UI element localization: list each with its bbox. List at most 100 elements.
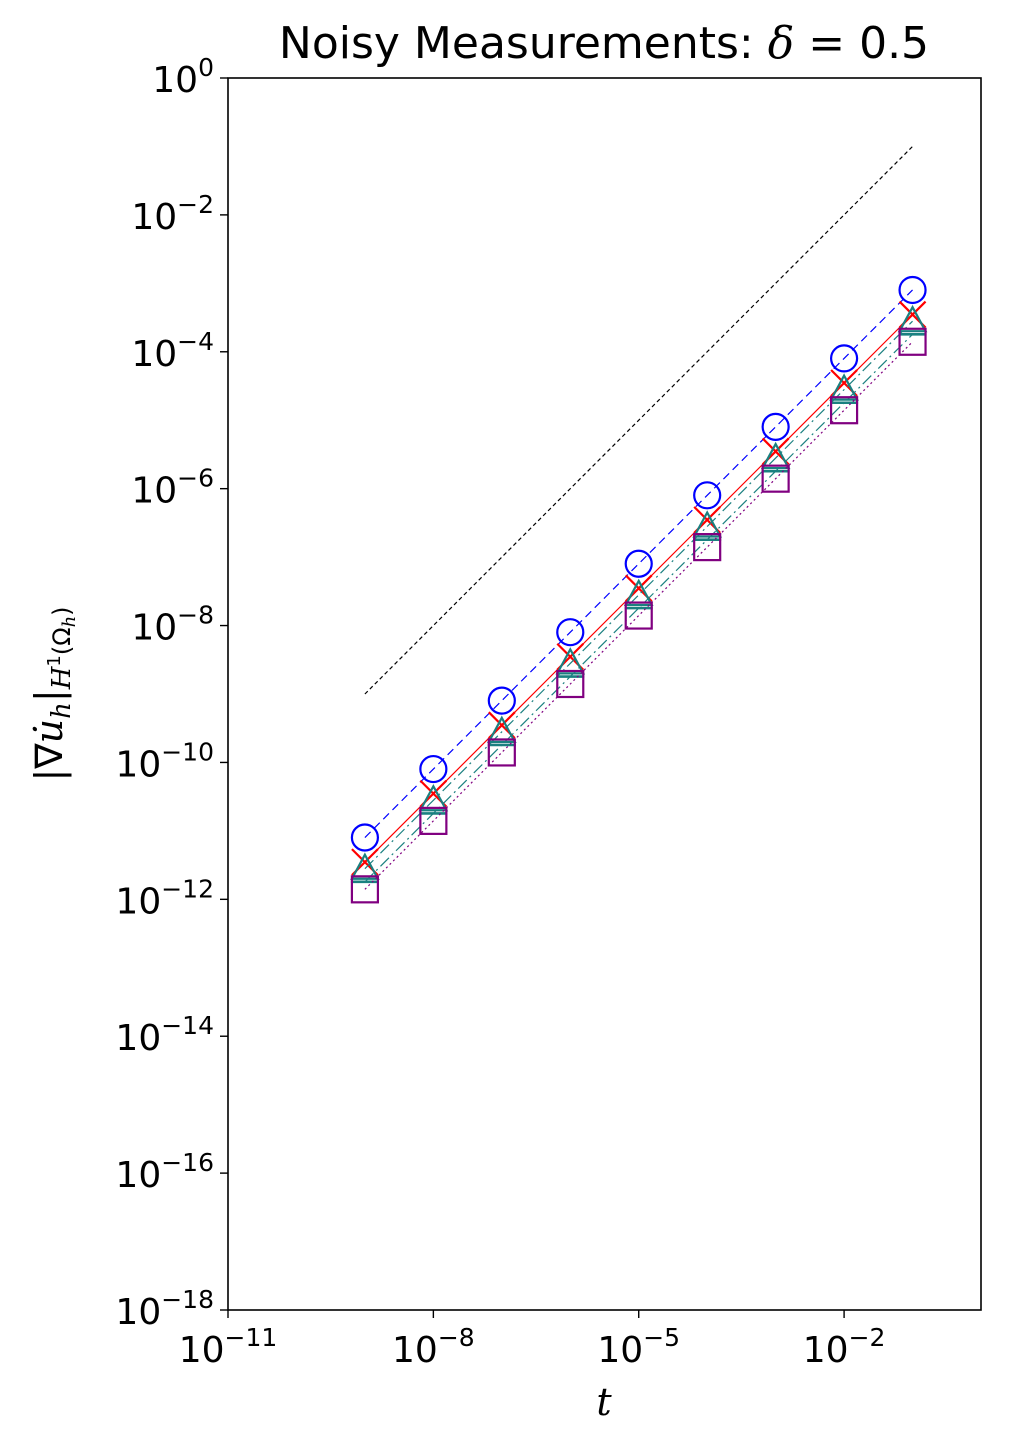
triangle-marker	[829, 373, 859, 401]
series-1-marker-circle	[693, 481, 722, 510]
y-tick-base: 10	[115, 881, 161, 922]
series-5-marker-square	[898, 327, 927, 356]
triangle-marker	[486, 715, 517, 743]
triangle-marker	[692, 510, 723, 538]
series-5-marker-square	[350, 875, 380, 904]
y-tick-label: 10−10	[115, 737, 214, 785]
square-marker	[898, 327, 927, 356]
y-axis-label-text: |∇u̇h|H1(Ωh)	[27, 606, 80, 781]
y-tick-exponent: −8	[177, 601, 214, 630]
plot-frame	[227, 77, 982, 1311]
x-axis-ticks: 10−11 10−8 10−5 10−2	[179, 1310, 886, 1371]
x-tick-base: 10	[597, 1330, 643, 1371]
plot-area	[227, 77, 982, 1311]
square-marker	[419, 806, 448, 835]
x-tick-exponent: −11	[225, 1323, 278, 1352]
series-3-marker-triangle	[897, 304, 928, 333]
y-tick-label: 10−12	[115, 874, 214, 922]
x-axis-label: t	[596, 1380, 612, 1424]
series-4-line	[364, 333, 913, 883]
y-axis-label: |∇u̇h|H1(Ωh)	[27, 606, 80, 781]
series-5-marker-square	[419, 806, 448, 835]
y-tick-label: 10−8	[131, 601, 214, 649]
title-prefix: Noisy Measurements:	[279, 18, 768, 69]
y-tick-exponent: −16	[161, 1148, 214, 1177]
y-tick-base: 10	[152, 60, 198, 101]
square-marker	[829, 396, 859, 425]
x-tick-label: 10−2	[803, 1323, 886, 1371]
square-marker	[556, 669, 585, 699]
series-1-marker-circle	[829, 344, 859, 373]
series-1-line	[364, 289, 913, 838]
y-tick-label: 10−4	[131, 327, 214, 375]
y-tick-exponent: −14	[161, 1011, 214, 1040]
y-tick-base: 10	[115, 1155, 161, 1196]
triangle-marker	[897, 304, 928, 333]
series-5-marker-square	[761, 464, 790, 493]
series-1-marker-circle	[761, 412, 790, 441]
circle-marker	[898, 275, 927, 305]
x-tick-label: 10−5	[597, 1323, 680, 1371]
series-3-marker-triangle	[418, 783, 449, 812]
y-tick-base: 10	[131, 334, 177, 375]
triangle-marker	[418, 783, 449, 812]
series-5-marker-square	[693, 533, 722, 562]
circle-marker	[761, 412, 790, 441]
circle-marker	[487, 686, 516, 715]
series-5-marker-square	[829, 396, 859, 425]
x-tick-base: 10	[392, 1330, 438, 1371]
triangle-marker	[760, 441, 791, 470]
x-tick-exponent: −8	[438, 1323, 475, 1352]
y-axis-ticks: 10010−210−410−610−810−1010−1210−1410−161…	[115, 53, 228, 1333]
series-1-marker-circle	[487, 686, 516, 715]
series-3-marker-triangle	[829, 373, 859, 401]
square-marker	[350, 875, 380, 904]
y-tick-exponent: −18	[161, 1285, 214, 1314]
series-3-marker-triangle	[486, 715, 517, 743]
series-3-line	[364, 320, 913, 870]
x-tick-label: 10−8	[392, 1323, 475, 1371]
title-suffix: = 0.5	[794, 18, 929, 69]
y-tick-label: 100	[152, 53, 214, 101]
triangle-marker	[555, 647, 586, 675]
circle-marker	[419, 754, 448, 784]
series-1-marker-circle	[350, 823, 380, 852]
reference-slope-line	[364, 146, 913, 695]
circle-marker	[556, 618, 585, 647]
triangle-marker	[623, 578, 654, 607]
square-marker	[624, 601, 653, 630]
square-marker	[761, 464, 790, 493]
y-tick-base: 10	[115, 744, 161, 785]
x-tick-label: 10−11	[179, 1323, 278, 1371]
y-tick-exponent: −4	[177, 327, 214, 356]
y-tick-exponent: −10	[161, 737, 214, 766]
y-tick-exponent: −12	[161, 874, 214, 903]
y-tick-base: 10	[115, 1018, 161, 1059]
x-tick-exponent: −2	[849, 1323, 886, 1352]
series-3-marker-triangle	[555, 647, 586, 675]
chart-title: Noisy Measurements: δ = 0.5	[279, 18, 929, 69]
x-tick-exponent: −5	[643, 1323, 680, 1352]
series-1-marker-circle	[556, 618, 585, 647]
title-delta-symbol: δ	[768, 18, 795, 69]
x-tick-base: 10	[803, 1330, 849, 1371]
y-tick-label: 10−18	[115, 1285, 214, 1333]
series-3-marker-triangle	[692, 510, 723, 538]
circle-marker	[693, 481, 722, 510]
y-tick-label: 10−6	[131, 464, 214, 512]
x-tick-base: 10	[179, 1330, 225, 1371]
y-tick-base: 10	[131, 197, 177, 238]
y-tick-label: 10−16	[115, 1148, 214, 1196]
series-1-marker-circle	[898, 275, 927, 305]
series-1-marker-circle	[419, 754, 448, 784]
chart-title-text: Noisy Measurements: δ = 0.5	[279, 18, 929, 69]
circle-marker	[829, 344, 859, 373]
series-5-marker-square	[487, 738, 516, 767]
y-tick-exponent: −2	[177, 190, 214, 219]
y-tick-base: 10	[115, 1292, 161, 1333]
circle-marker	[350, 823, 380, 852]
y-tick-label: 10−14	[115, 1011, 214, 1059]
square-marker	[693, 533, 722, 562]
y-tick-label: 10−2	[131, 190, 214, 238]
